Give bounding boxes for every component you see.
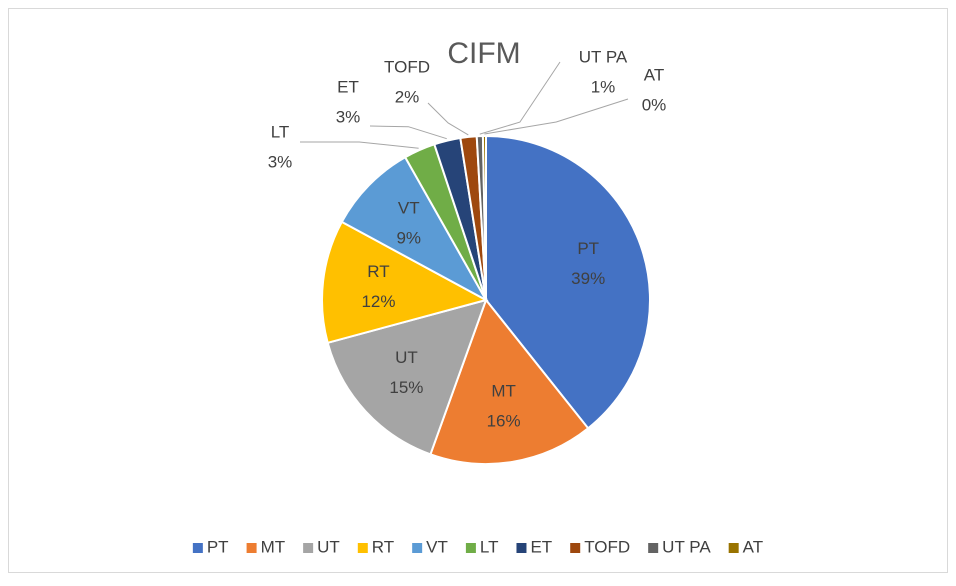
- pie-slice: [481, 134, 487, 301]
- legend-swatch: [357, 543, 368, 553]
- slice-category-label: TOFD: [384, 57, 430, 76]
- slice-value-label: 15%: [389, 378, 423, 397]
- legend-label: UT: [317, 537, 340, 556]
- slice-category-label: VT: [398, 199, 420, 218]
- legend-swatch: [246, 543, 257, 553]
- pie-slice: [326, 298, 488, 456]
- slice-value-label: 2%: [395, 87, 420, 106]
- legend-label: RT: [372, 537, 394, 556]
- legend-swatch: [728, 543, 739, 553]
- legend-label: VT: [426, 537, 448, 556]
- slice-category-label: RT: [367, 262, 389, 281]
- legend-label: LT: [480, 537, 499, 556]
- leader-line: [427, 102, 469, 136]
- slice-value-label: 39%: [571, 269, 605, 288]
- slice-value-label: 3%: [268, 152, 293, 171]
- slice-value-label: 12%: [361, 292, 395, 311]
- leader-line: [479, 61, 561, 135]
- legend-label: PT: [207, 537, 229, 556]
- slice-category-label: UT PA: [579, 47, 628, 66]
- legend-label: AT: [743, 537, 763, 556]
- legend-label: UT PA: [662, 537, 711, 556]
- legend-swatch: [648, 543, 659, 553]
- pie-slice: [321, 220, 489, 345]
- legend: PT MT UT RT VT LT ET TOFD UT PA AT: [192, 537, 763, 556]
- legend-swatch: [412, 543, 423, 553]
- slice-value-label: 0%: [642, 95, 667, 114]
- slice-category-label: AT: [644, 65, 664, 84]
- pie-slice: [340, 155, 489, 303]
- slice-category-label: ET: [337, 77, 359, 96]
- legend-swatch: [303, 543, 314, 553]
- chart-title: CIFM: [447, 37, 520, 70]
- legend-swatch: [570, 543, 581, 553]
- pie-slice: [429, 297, 590, 465]
- legend-label: MT: [261, 537, 286, 556]
- leader-line: [300, 141, 419, 149]
- pie-slice: [485, 134, 651, 430]
- slice-category-label: UT: [395, 348, 418, 367]
- leader-line: [369, 125, 447, 140]
- slice-value-label: 9%: [396, 229, 421, 248]
- legend-swatch: [192, 543, 203, 553]
- slice-value-label: 16%: [487, 411, 521, 430]
- legend-label: TOFD: [584, 537, 630, 556]
- legend-swatch: [465, 543, 476, 553]
- slice-value-label: 3%: [336, 107, 361, 126]
- pie: PT 39% MT 16% UT 15% RT 12% VT 9% LT 3% ET 3% TOFD 2% UT…: [268, 47, 667, 465]
- legend-swatch: [516, 543, 527, 553]
- legend-label: ET: [530, 537, 552, 556]
- slice-value-label: 1%: [591, 77, 616, 96]
- slice-category-label: MT: [491, 381, 516, 400]
- slice-category-label: PT: [577, 239, 599, 258]
- slice-category-label: LT: [271, 122, 290, 141]
- leader-line: [484, 98, 629, 135]
